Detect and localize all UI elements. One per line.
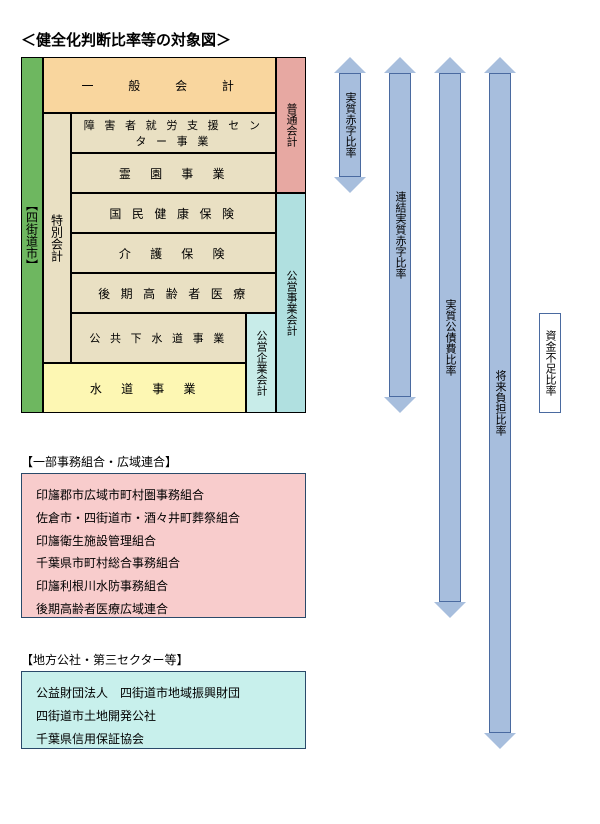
arrow-5: 資金不足比率 <box>539 313 561 413</box>
section2-label: 【地方公社・第三セクター等】 <box>21 651 189 668</box>
ordinary-account-column: 普通会計 <box>276 57 306 193</box>
arrow-3: 実質公債費比率 <box>434 57 466 618</box>
special-account-label: 特別会計 <box>49 214 66 262</box>
arrow-2-label: 連結実質赤字比率 <box>392 191 408 279</box>
general-account-label: 一 般 会 計 <box>81 77 237 94</box>
section1-item: 佐倉市・四街道市・酒々井町葬祭組合 <box>36 507 291 530</box>
special-item-3: 国 民 健 康 保 険 <box>71 193 276 233</box>
ordinary-account-label: 普通会計 <box>283 103 299 147</box>
arrow-3-label: 実質公債費比率 <box>442 299 458 376</box>
section1-box: 印旛郡市広域市町村圏事務組合 佐倉市・四街道市・酒々井町葬祭組合 印旛衛生施設管… <box>21 473 306 618</box>
public-enterprise-column: 公営企業会計 <box>246 313 276 413</box>
arrow-2: 連結実質赤字比率 <box>384 57 416 413</box>
special-account-column: 特別会計 <box>43 113 71 363</box>
section2-item: 千葉県信用保証協会 <box>36 728 291 751</box>
special-item-5-label: 後 期 高 齢 者 医 療 <box>98 285 249 302</box>
public-business-column: 公営事業会計 <box>276 193 306 413</box>
water-account: 水 道 事 業 <box>43 363 246 413</box>
special-item-6-label: 公 共 下 水 道 事 業 <box>89 330 227 346</box>
special-item-4-label: 介 護 保 険 <box>119 245 228 262</box>
section1-label: 【一部事務組合・広域連合】 <box>21 453 177 470</box>
special-item-2: 霊 園 事 業 <box>71 153 276 193</box>
section1-item: 印旛衛生施設管理組合 <box>36 530 291 553</box>
special-item-5: 後 期 高 齢 者 医 療 <box>71 273 276 313</box>
section2-box: 公益財団法人 四街道市地域振興財団 四街道市土地開発公社 千葉県信用保証協会 <box>21 671 306 749</box>
section1-item: 印旛利根川水防事務組合 <box>36 575 291 598</box>
water-account-label: 水 道 事 業 <box>90 380 199 397</box>
special-item-2-label: 霊 園 事 業 <box>119 165 228 182</box>
arrow-1-label: 実質赤字比率 <box>342 92 358 158</box>
special-item-4: 介 護 保 険 <box>71 233 276 273</box>
page-title: ＜健全化判断比率等の対象図＞ <box>21 29 231 50</box>
section1-item: 印旛郡市広域市町村圏事務組合 <box>36 484 291 507</box>
arrow-4-label: 将来負担比率 <box>492 370 508 436</box>
arrow-1: 実質赤字比率 <box>334 57 366 193</box>
section1-item: 千葉県市町村総合事務組合 <box>36 552 291 575</box>
city-label: 【四街道市】 <box>24 199 41 271</box>
section2-item: 四街道市土地開発公社 <box>36 705 291 728</box>
special-item-1-label: 障 害 者 就 労 支 援 セ ン タ ー 事 業 <box>78 117 269 149</box>
arrow-5-label: 資金不足比率 <box>542 330 558 396</box>
section1-item: 後期高齢者医療広域連合 <box>36 598 291 621</box>
public-business-label: 公営事業会計 <box>283 270 299 336</box>
section2-item: 公益財団法人 四街道市地域振興財団 <box>36 682 291 705</box>
public-enterprise-label: 公営企業会計 <box>253 330 269 396</box>
special-item-6: 公 共 下 水 道 事 業 <box>71 313 246 363</box>
general-account: 一 般 会 計 <box>43 57 276 113</box>
arrow-4: 将来負担比率 <box>484 57 516 749</box>
special-item-3-label: 国 民 健 康 保 険 <box>109 205 237 222</box>
city-column: 【四街道市】 <box>21 57 43 413</box>
special-item-1: 障 害 者 就 労 支 援 セ ン タ ー 事 業 <box>71 113 276 153</box>
